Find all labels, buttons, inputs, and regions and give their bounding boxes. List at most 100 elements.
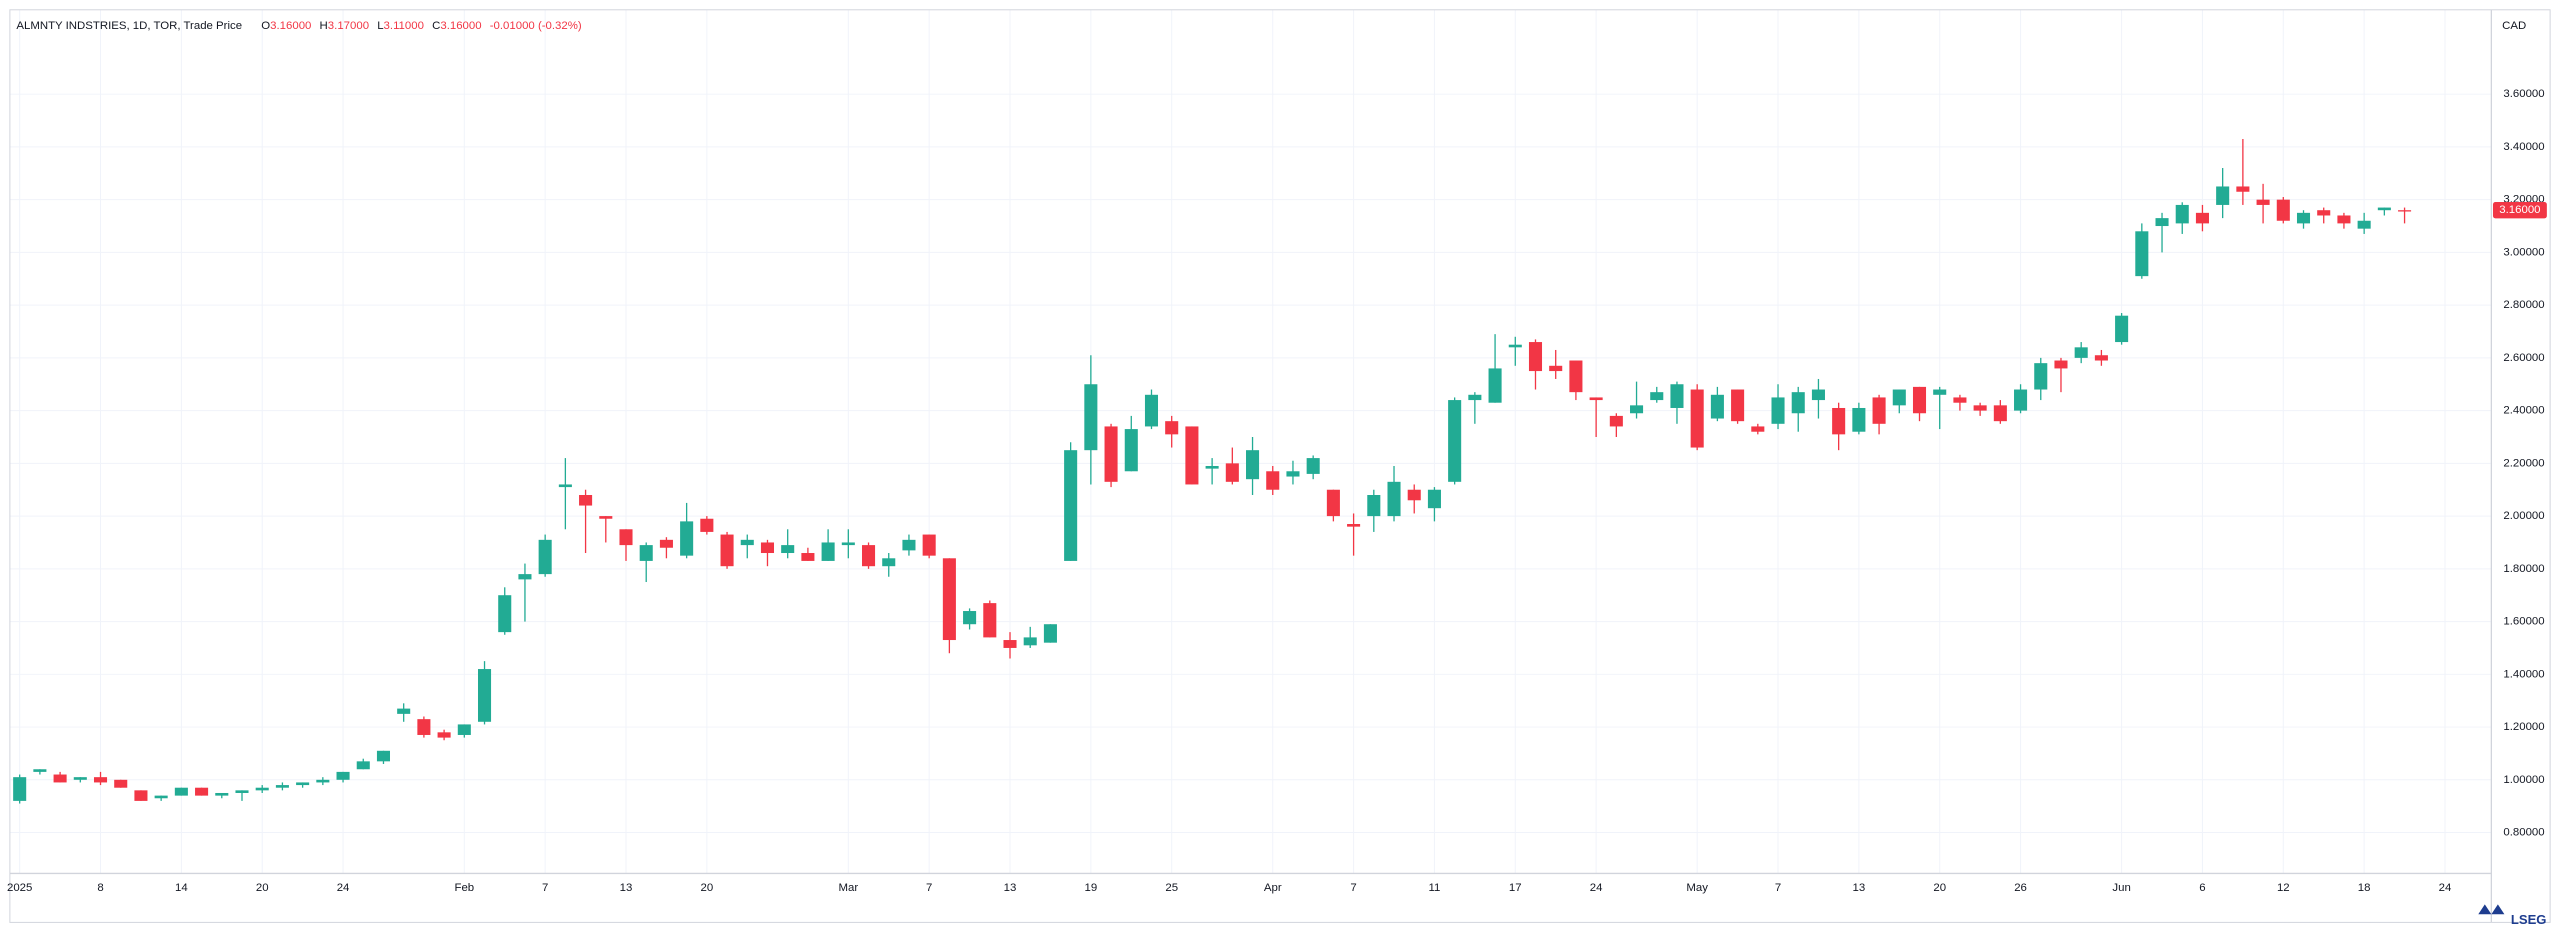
x-tick-label: May xyxy=(1686,882,1708,894)
y-tick-label: 1.80000 xyxy=(2503,563,2544,575)
candle-body xyxy=(1023,637,1037,646)
candle-body xyxy=(1751,426,1765,432)
x-tick-label: 19 xyxy=(1085,882,1098,894)
logo-icon xyxy=(2478,904,2505,915)
x-tick-label: 11 xyxy=(1429,882,1441,894)
x-tick-label: Jun xyxy=(2112,882,2130,894)
candle-body xyxy=(1448,400,1462,482)
candle-body xyxy=(1528,342,1543,372)
candle-body xyxy=(397,708,411,714)
x-tick-label: 7 xyxy=(1350,882,1356,894)
candle-body xyxy=(2014,389,2028,411)
x-tick-label: 20 xyxy=(1933,882,1946,894)
candle-body xyxy=(477,669,492,722)
candle-body xyxy=(275,785,289,788)
candle-body xyxy=(1731,389,1745,422)
candle-body xyxy=(1771,397,1785,424)
candle-body xyxy=(1811,389,1825,401)
candle-body xyxy=(1791,392,1805,414)
x-tick-label: 12 xyxy=(2277,882,2290,894)
x-tick-label: 24 xyxy=(337,882,350,894)
x-tick-label: Feb xyxy=(454,882,474,894)
candle-body xyxy=(1912,386,1927,414)
candle-body xyxy=(1003,640,1017,648)
candle-body xyxy=(700,518,714,532)
candle-body xyxy=(296,782,310,786)
candle-body xyxy=(93,777,108,783)
chart-title: ALMNTY INDSTRIES, 1D, TOR, Trade Price xyxy=(16,20,242,32)
candle-body xyxy=(1609,415,1623,427)
x-tick-label: 18 xyxy=(2358,882,2371,894)
x-tick-label: 13 xyxy=(1004,882,1017,894)
candle-body xyxy=(1286,471,1300,477)
x-tick-label: Mar xyxy=(838,882,858,894)
candle-body xyxy=(1084,384,1098,451)
candle-body xyxy=(639,545,653,561)
candle-body xyxy=(1549,365,1563,372)
candle-body xyxy=(134,790,148,801)
ohlc-value: 3.16000 xyxy=(440,20,481,32)
x-tick-label: 14 xyxy=(175,882,188,894)
candle-body xyxy=(963,611,977,625)
candle-body xyxy=(1144,394,1159,427)
candle-body xyxy=(376,750,391,762)
branding: LSEG xyxy=(2478,904,2546,927)
ohlc-value: 3.17000 xyxy=(328,20,369,32)
candle-body xyxy=(862,545,876,567)
candle-body xyxy=(195,787,209,796)
candle-body xyxy=(801,553,815,561)
candle-body xyxy=(1124,429,1138,472)
candle-body xyxy=(2296,212,2311,224)
y-tick-label: 2.60000 xyxy=(2503,352,2544,364)
candle-body xyxy=(336,771,350,780)
candle-body xyxy=(2276,199,2290,221)
candle-body xyxy=(1872,397,1886,424)
candle-body xyxy=(356,761,370,770)
y-tick-label: 1.60000 xyxy=(2503,616,2544,628)
candle-body xyxy=(33,769,47,772)
candle-body xyxy=(114,779,128,788)
candle-body xyxy=(1326,489,1340,517)
candle-body xyxy=(255,787,269,791)
x-tick-label: 20 xyxy=(701,882,714,894)
candle-body xyxy=(174,787,188,796)
candle-body xyxy=(720,534,734,567)
candle-body xyxy=(1468,394,1482,401)
candle-body xyxy=(1710,394,1724,419)
candle-body xyxy=(1043,624,1057,643)
candle-body xyxy=(882,558,896,567)
candle-body xyxy=(2357,220,2371,229)
candle-body xyxy=(2236,186,2250,192)
candle-body xyxy=(1892,389,1906,406)
candle-body xyxy=(154,795,168,799)
y-tick-label: 1.40000 xyxy=(2503,668,2544,680)
y-tick-label: 2.00000 xyxy=(2503,510,2544,522)
candle-body xyxy=(1488,368,1502,403)
y-tick-label: 3.60000 xyxy=(2503,88,2544,100)
x-tick-label: 25 xyxy=(1165,882,1178,894)
x-tick-label: Apr xyxy=(1264,882,1282,894)
change: -0.01000 (-0.32%) xyxy=(490,20,582,32)
ohlc-key: C xyxy=(432,20,440,32)
candle-body xyxy=(1589,397,1603,401)
x-tick-label: 24 xyxy=(1590,882,1603,894)
candle-body xyxy=(983,603,997,638)
x-tick-label: 13 xyxy=(1853,882,1866,894)
candle-body xyxy=(538,539,552,575)
candle-body xyxy=(619,529,633,546)
candle-body xyxy=(1387,481,1401,517)
candle-body xyxy=(1650,392,1664,401)
candle-body xyxy=(740,539,754,546)
frame xyxy=(9,9,2551,923)
candle-body xyxy=(2317,210,2331,216)
candle-body xyxy=(2074,347,2088,358)
grid xyxy=(9,9,2492,874)
candle-body xyxy=(1832,407,1846,435)
candle-body xyxy=(821,542,835,561)
ohlc-key: H xyxy=(320,20,328,32)
candle-body xyxy=(1266,471,1280,490)
candle-body xyxy=(2377,207,2391,211)
x-tick-label: 7 xyxy=(542,882,548,894)
candle-body xyxy=(1953,397,1967,403)
candle-body xyxy=(579,495,593,506)
